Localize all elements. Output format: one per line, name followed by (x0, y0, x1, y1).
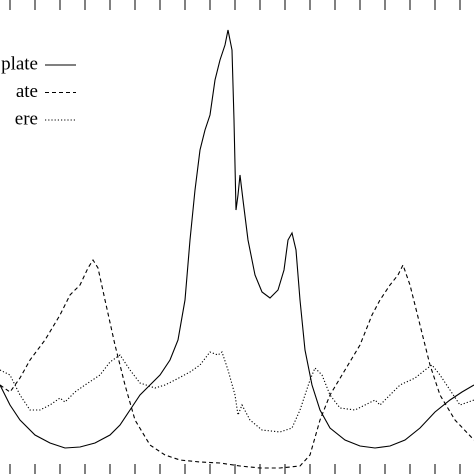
series-line (0, 29, 474, 449)
series-line (0, 351, 474, 433)
series-line (0, 258, 474, 469)
legend-label: ere (15, 108, 38, 129)
legend-label: plate (1, 53, 38, 74)
legend-label: ate (16, 81, 38, 102)
